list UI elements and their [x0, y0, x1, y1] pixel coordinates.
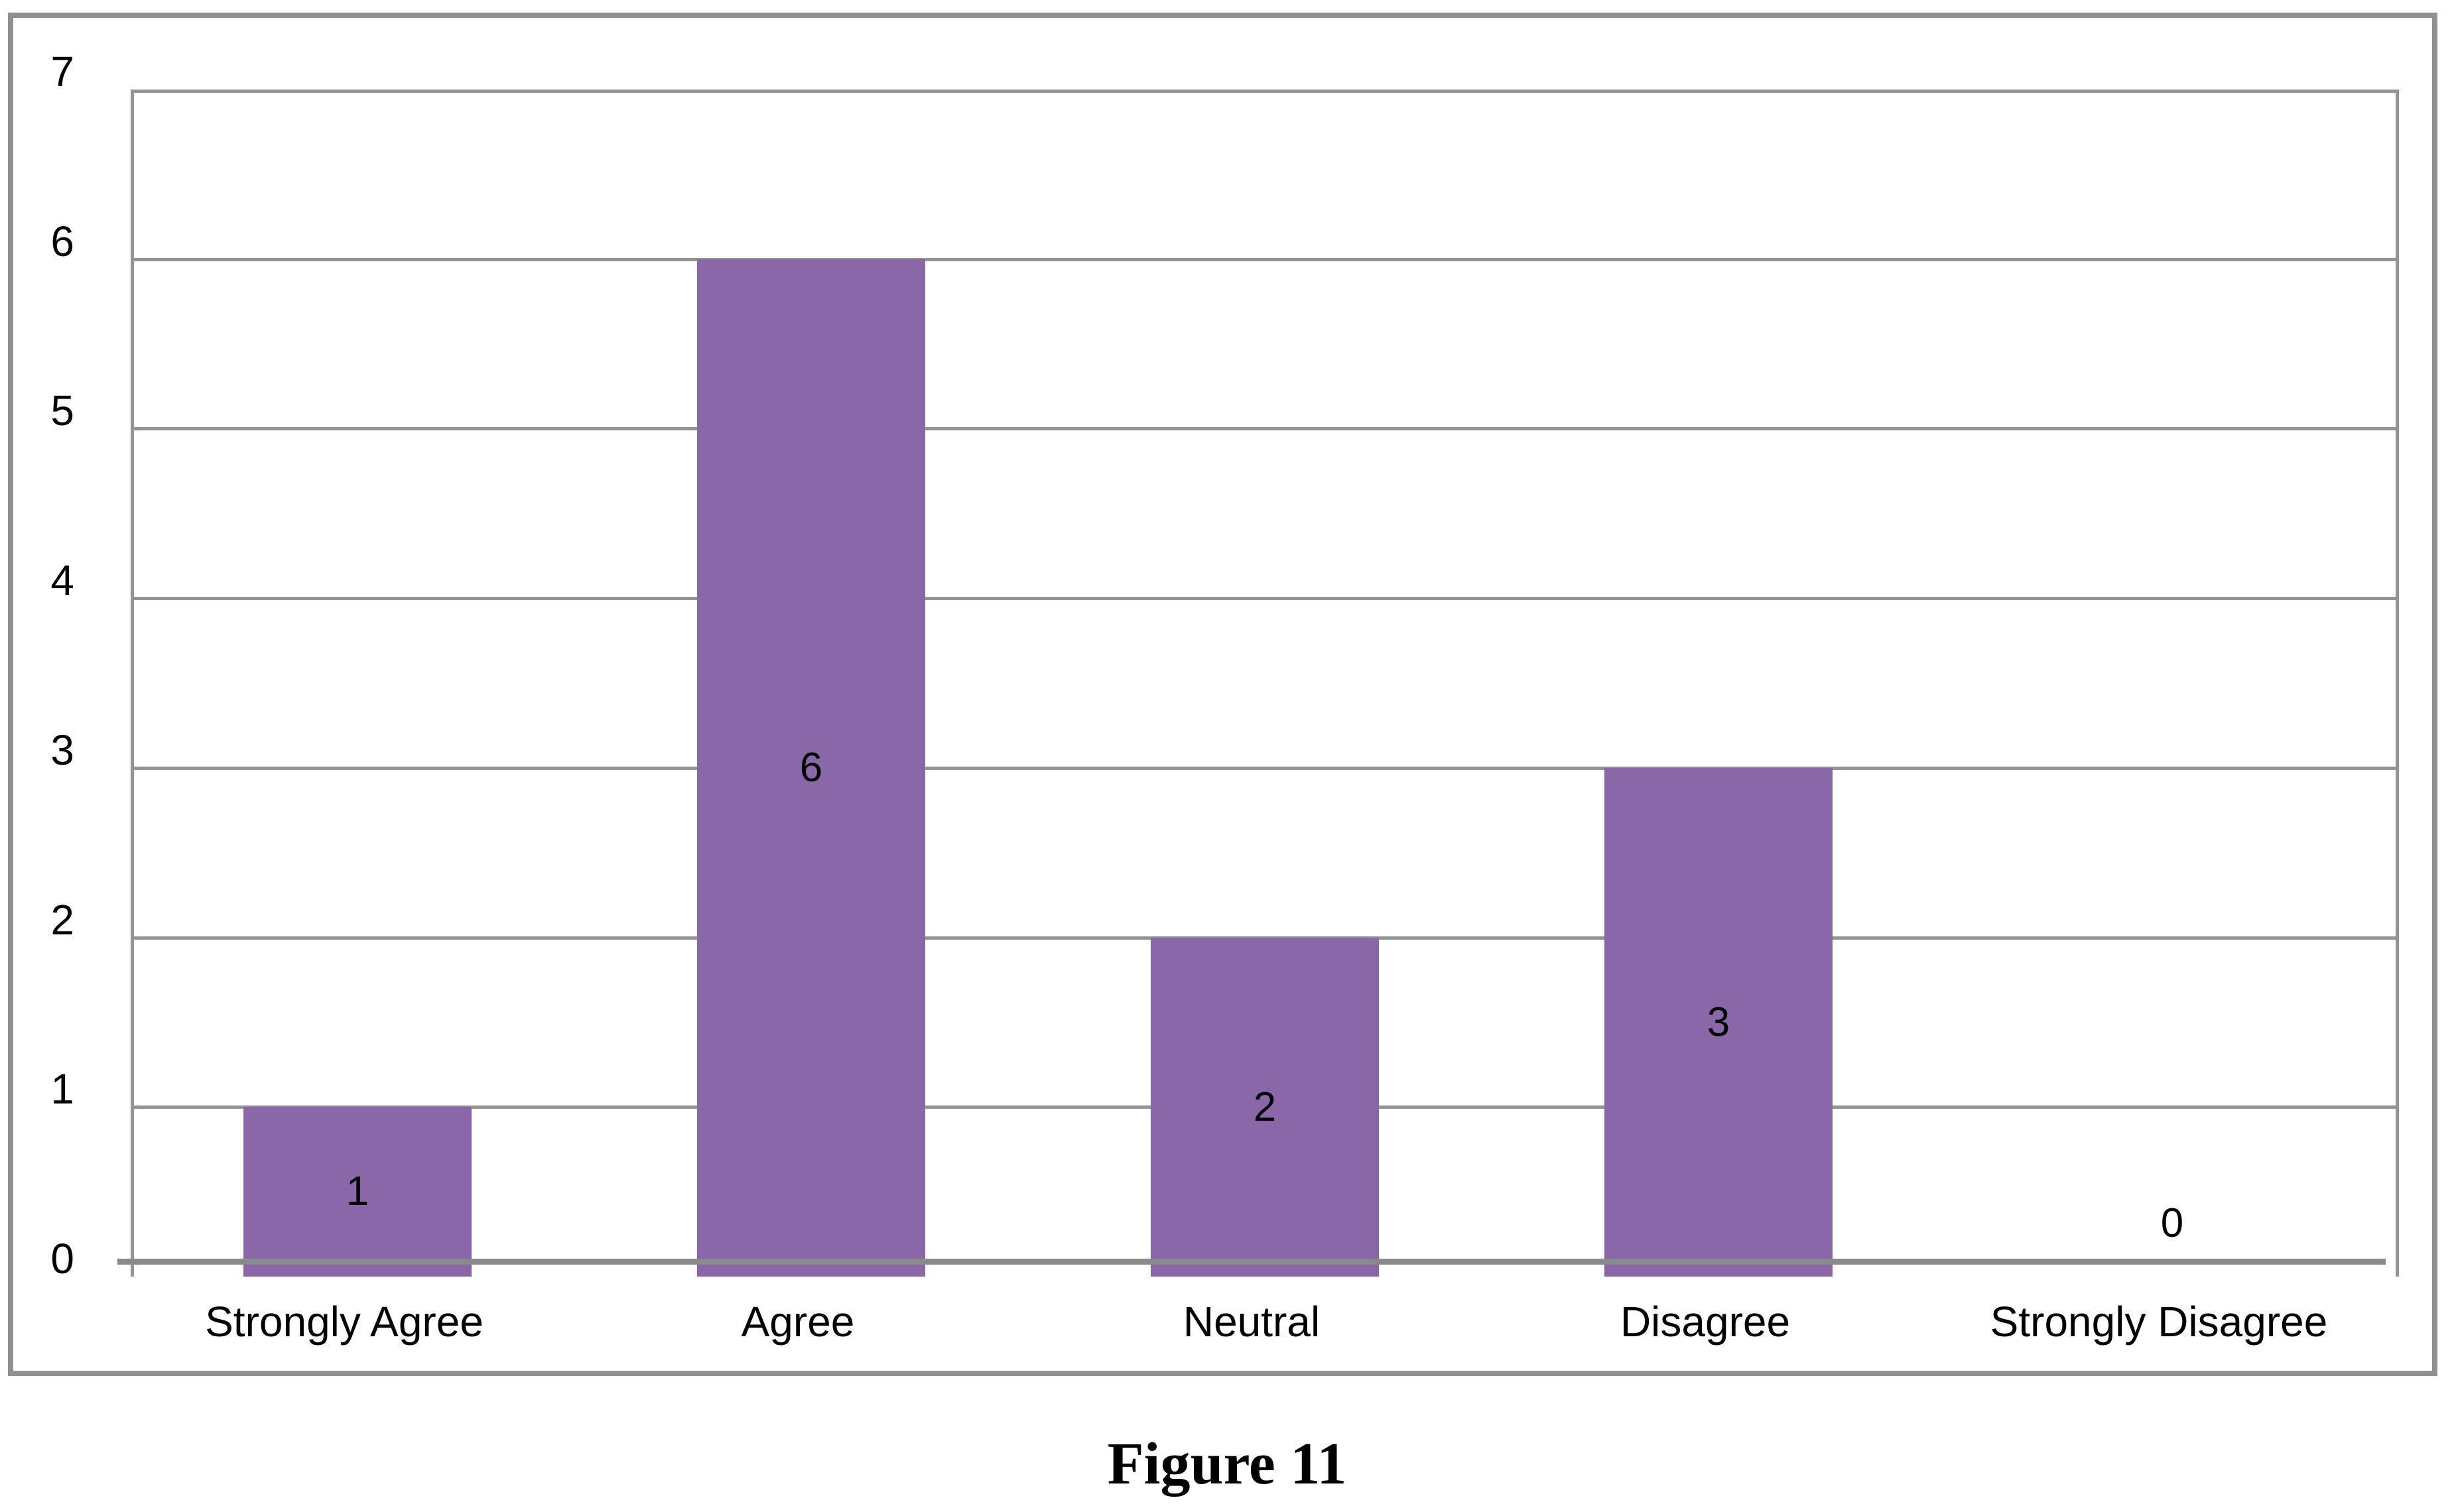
bar-data-label: 0	[2160, 1200, 2184, 1246]
category-label-disagree: Disagree	[1620, 1298, 1791, 1346]
y-tick-label-0: 0	[50, 1235, 74, 1283]
bar-strongly-agree	[243, 1107, 472, 1277]
bar-data-label: 1	[346, 1168, 369, 1214]
bar-data-label: 6	[799, 745, 823, 790]
chart-frame: 1 6 2 3 0	[8, 13, 2437, 1376]
gridline-6	[134, 258, 2396, 261]
y-tick-label-2: 2	[50, 896, 74, 944]
y-tick-label-1: 1	[50, 1065, 74, 1113]
category-label-strongly-agree: Strongly Agree	[205, 1298, 484, 1346]
y-tick-label-4: 4	[50, 556, 74, 604]
bar-data-label: 3	[1707, 999, 1730, 1045]
gridline-4	[134, 597, 2396, 600]
x-axis-line	[117, 1259, 2386, 1265]
bar-agree	[697, 259, 925, 1277]
bar-data-label: 2	[1253, 1084, 1277, 1130]
bar-neutral	[1151, 938, 1379, 1277]
category-label-agree: Agree	[741, 1298, 855, 1346]
gridline-3	[134, 767, 2396, 770]
y-tick-label-3: 3	[50, 726, 74, 774]
y-tick-label-6: 6	[50, 218, 74, 265]
bar-disagree	[1604, 768, 1833, 1277]
plot-area: 1 6 2 3 0	[131, 90, 2399, 1277]
gridline-5	[134, 427, 2396, 430]
category-label-neutral: Neutral	[1183, 1298, 1321, 1346]
figure-caption: Figure 11	[1107, 1431, 1347, 1497]
y-tick-label-5: 5	[50, 387, 74, 434]
y-tick-label-7: 7	[50, 48, 74, 95]
category-label-strongly-disagree: Strongly Disagree	[1990, 1298, 2328, 1346]
